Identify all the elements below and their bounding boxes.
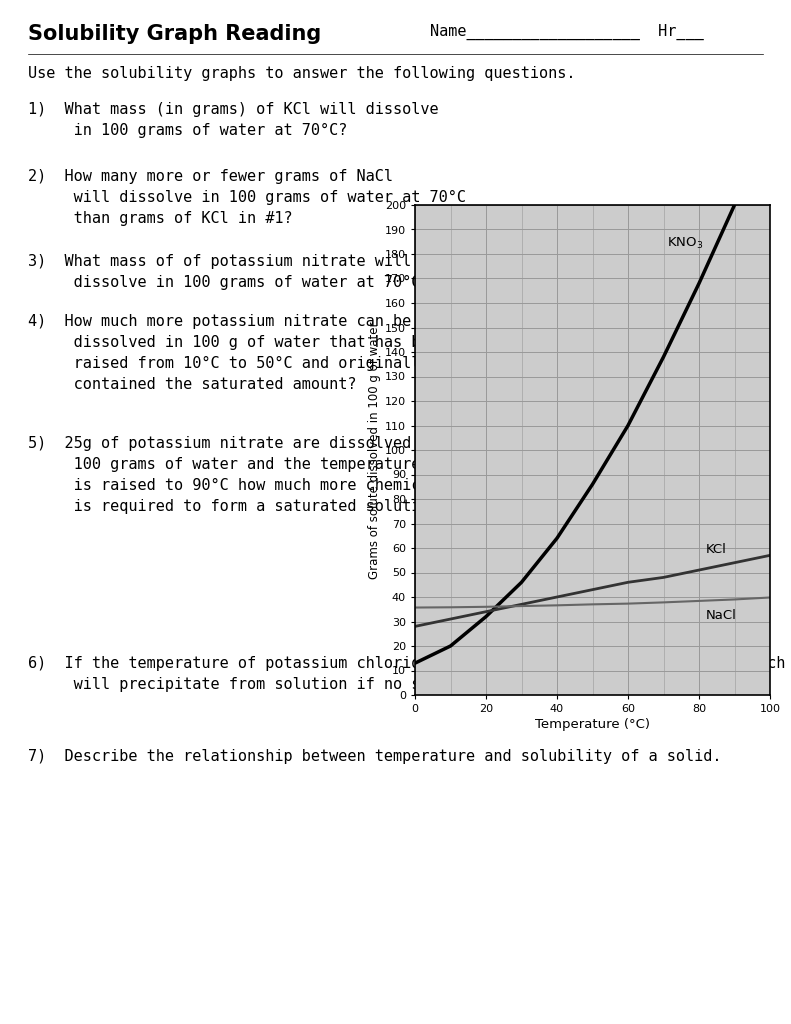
Text: Solubility Graph Reading: Solubility Graph Reading bbox=[28, 24, 321, 44]
Y-axis label: Grams of solute dissolved in 100 g of water: Grams of solute dissolved in 100 g of wa… bbox=[368, 322, 380, 579]
Text: KCl: KCl bbox=[706, 543, 727, 556]
Text: 5)  25g of potassium nitrate are dissolved in
     100 grams of water and the te: 5) 25g of potassium nitrate are dissolve… bbox=[28, 436, 448, 514]
Text: 1)  What mass (in grams) of KCl will dissolve
     in 100 grams of water at 70°C: 1) What mass (in grams) of KCl will diss… bbox=[28, 102, 439, 138]
Text: 6)  If the temperature of potassium chloride is dropped from 100°C to 40°C how m: 6) If the temperature of potassium chlor… bbox=[28, 656, 791, 692]
Text: 3)  What mass of of potassium nitrate will
     dissolve in 100 grams of water a: 3) What mass of of potassium nitrate wil… bbox=[28, 254, 430, 290]
Text: 2)  How many more or fewer grams of NaCl
     will dissolve in 100 grams of wate: 2) How many more or fewer grams of NaCl … bbox=[28, 169, 466, 226]
X-axis label: Temperature (°C): Temperature (°C) bbox=[535, 718, 650, 731]
Text: KNO$_3$: KNO$_3$ bbox=[667, 236, 703, 251]
Text: Effect of Temperature on the Solubility
of Various Salts in Water: Effect of Temperature on the Solubility … bbox=[426, 289, 759, 324]
Text: Use the solubility graphs to answer the following questions.: Use the solubility graphs to answer the … bbox=[28, 66, 576, 81]
Text: Name___________________  Hr___: Name___________________ Hr___ bbox=[430, 24, 704, 40]
Text: NaCl: NaCl bbox=[706, 609, 737, 622]
Text: 4)  How much more potassium nitrate can be
     dissolved in 100 g of water that: 4) How much more potassium nitrate can b… bbox=[28, 314, 448, 392]
Text: 7)  Describe the relationship between temperature and solubility of a solid.: 7) Describe the relationship between tem… bbox=[28, 749, 721, 764]
